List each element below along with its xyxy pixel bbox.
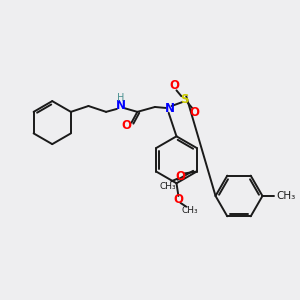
- Text: S: S: [180, 93, 188, 106]
- Text: CH₃: CH₃: [276, 191, 296, 201]
- Text: H: H: [117, 93, 124, 103]
- Text: N: N: [116, 100, 126, 112]
- Text: O: O: [173, 194, 183, 206]
- Text: CH₃: CH₃: [182, 206, 199, 215]
- Text: O: O: [122, 119, 132, 132]
- Text: N: N: [165, 102, 175, 116]
- Text: O: O: [175, 170, 185, 183]
- Text: CH₃: CH₃: [159, 182, 176, 191]
- Text: O: O: [169, 79, 179, 92]
- Text: O: O: [189, 106, 199, 119]
